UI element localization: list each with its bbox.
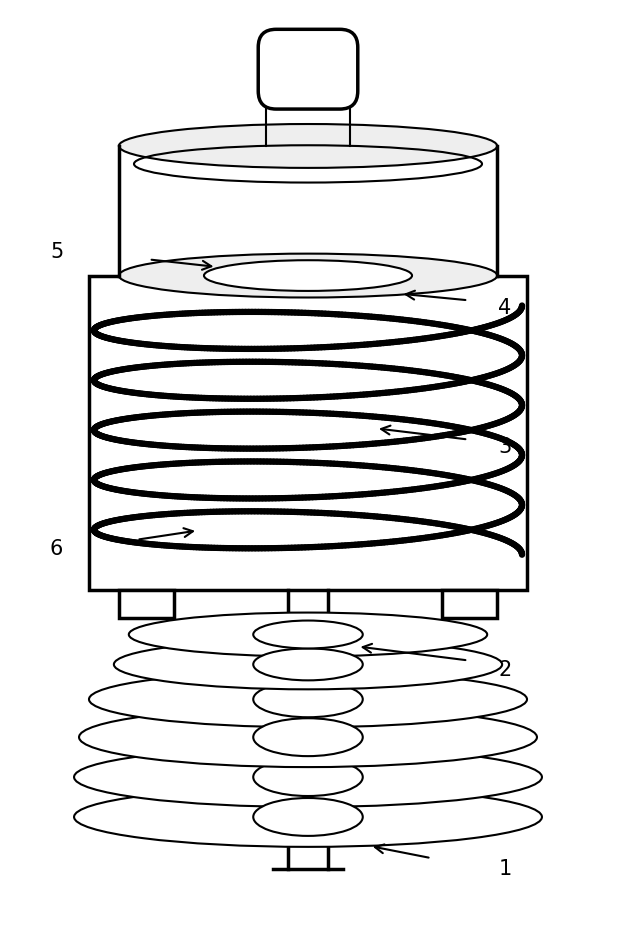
Ellipse shape xyxy=(119,253,497,298)
Bar xyxy=(442,589,497,617)
FancyBboxPatch shape xyxy=(259,29,358,109)
Text: 1: 1 xyxy=(499,859,511,879)
Ellipse shape xyxy=(253,718,363,756)
Text: 3: 3 xyxy=(499,437,511,457)
Bar xyxy=(119,589,173,617)
Text: 6: 6 xyxy=(50,539,64,559)
Ellipse shape xyxy=(129,613,487,656)
Ellipse shape xyxy=(253,758,363,796)
Ellipse shape xyxy=(79,708,537,767)
Ellipse shape xyxy=(114,640,502,689)
Ellipse shape xyxy=(253,621,363,649)
Ellipse shape xyxy=(74,787,542,847)
Text: 4: 4 xyxy=(499,298,511,317)
Bar xyxy=(89,276,527,589)
Ellipse shape xyxy=(89,671,527,727)
Ellipse shape xyxy=(119,124,497,168)
Text: 5: 5 xyxy=(50,242,64,262)
Text: 2: 2 xyxy=(499,660,511,680)
Ellipse shape xyxy=(253,681,363,717)
Ellipse shape xyxy=(253,649,363,681)
Ellipse shape xyxy=(253,798,363,836)
Ellipse shape xyxy=(204,260,412,290)
Ellipse shape xyxy=(74,748,542,807)
